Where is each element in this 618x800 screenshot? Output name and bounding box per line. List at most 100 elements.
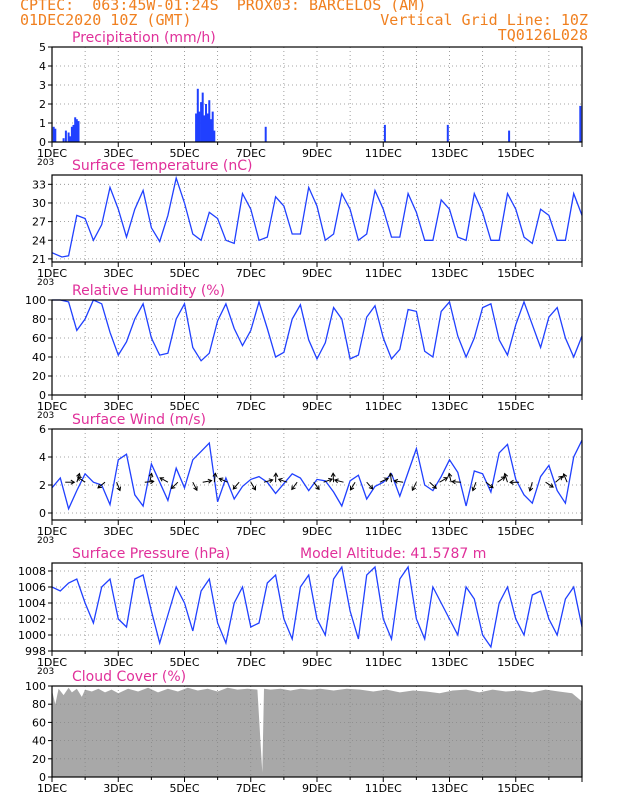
wind-arrowhead — [443, 477, 449, 482]
wind-vector — [472, 482, 477, 491]
wind-arrowhead — [268, 478, 274, 484]
wind-vector — [159, 477, 169, 483]
wind-arrowhead — [528, 486, 534, 492]
wind-arrowhead — [471, 486, 477, 492]
temp-title: Surface Temperature (nC) — [72, 158, 253, 174]
wind-xtick-label: 1DEC — [37, 525, 67, 538]
precip-bar — [195, 113, 198, 142]
wind-arrowhead — [76, 472, 81, 478]
wind-arrowhead — [277, 477, 283, 483]
temp-xtick-label: 11DEC — [365, 267, 402, 280]
wind-vector — [97, 481, 106, 489]
precip-bar — [52, 126, 55, 142]
pres-xtick-label: 7DEC — [236, 656, 266, 669]
precip-bar — [198, 111, 201, 142]
wind-ytick-label: 6 — [39, 423, 46, 436]
wind-arrowhead — [97, 483, 103, 489]
header-model-id: TQ0126L028 — [497, 26, 588, 44]
rh-xtick-label: 7DEC — [236, 400, 266, 413]
pres-xtick-label: 11DEC — [365, 656, 402, 669]
precip-bar — [208, 100, 211, 142]
pres-xtick-label: 1DEC — [37, 656, 67, 669]
precip-ytick-label: 0 — [39, 136, 46, 149]
wind-arrowhead — [333, 478, 339, 484]
wind-arrowhead — [503, 472, 509, 478]
rh-xtick-label: 9DEC — [302, 400, 332, 413]
rh-ytick-label: 40 — [32, 351, 46, 364]
wind-arrowhead — [328, 477, 334, 483]
wind-arrowhead — [509, 479, 514, 485]
wind-arrowhead — [218, 477, 224, 483]
wind-vector — [213, 473, 216, 483]
wind-xtick-label: 3DEC — [103, 525, 133, 538]
precip-bar — [264, 126, 267, 142]
precip-xtick-stub: 203 — [37, 158, 54, 168]
precip-bar — [446, 124, 449, 142]
rh-series-line — [52, 299, 583, 362]
cloud-xtick-label: 11DEC — [365, 782, 402, 795]
pres-title: Surface Pressure (hPa) — [72, 546, 230, 562]
wind-arrowhead — [562, 472, 568, 478]
precip-bar — [69, 136, 72, 142]
precip-ytick-label: 4 — [39, 60, 46, 73]
pres-ytick-label: 1000 — [18, 629, 46, 642]
wind-vector — [452, 481, 462, 483]
cloud-ytick-label: 80 — [32, 698, 46, 711]
wind-arrowhead — [388, 472, 394, 478]
wind-arrowhead — [170, 484, 176, 490]
precip-ytick-label: 1 — [39, 117, 46, 130]
temp-xtick-label: 3DEC — [103, 267, 133, 280]
cloud-ytick-label: 40 — [32, 735, 46, 748]
pres-xtick-label: 5DEC — [169, 656, 199, 669]
cloud-xtick-label: 1DEC — [37, 782, 67, 795]
wind-arrowhead — [193, 486, 198, 492]
temp-ytick-label: 21 — [32, 253, 46, 266]
precip-bar — [508, 130, 511, 142]
temp-xtick-label: 7DEC — [236, 267, 266, 280]
wind-arrowhead — [447, 472, 453, 478]
wind-arrowhead — [411, 486, 417, 492]
wind-vector — [144, 480, 154, 483]
cloud-ytick-label: 60 — [32, 716, 46, 729]
wind-arrowhead — [451, 479, 456, 485]
rh-xtick-stub: 203 — [37, 411, 54, 421]
wind-arrowhead — [384, 477, 389, 482]
wind-vector — [171, 481, 179, 489]
precip-xtick-label: 9DEC — [302, 147, 332, 160]
precip-ytick-label: 3 — [39, 79, 46, 92]
temp-xtick-label: 9DEC — [302, 267, 332, 280]
precip-bar — [75, 119, 78, 142]
wind-vector — [149, 473, 153, 483]
temp-xtick-stub: 203 — [37, 278, 54, 288]
precip-bar — [205, 104, 207, 142]
wind-vector — [334, 479, 344, 483]
wind-xtick-label: 13DEC — [431, 525, 468, 538]
wind-vector — [529, 482, 533, 492]
rh-ytick-label: 100 — [25, 294, 46, 307]
temp-xtick-label: 15DEC — [497, 267, 534, 280]
precip-bar — [64, 130, 67, 142]
wind-ytick-label: 4 — [39, 451, 46, 464]
wind-arrowhead — [116, 486, 122, 492]
precip-bar — [77, 121, 80, 142]
temp-panel: Surface Temperature (nC) 21 24 27 30 33 1DEC 3D… — [32, 158, 583, 288]
wind-vector — [439, 477, 448, 483]
pres-annotation: Model Altitude: 41.5787 m — [300, 546, 486, 562]
wind-arrowhead — [432, 484, 437, 489]
wind-title: Surface Wind (m/s) — [72, 412, 206, 428]
rh-ytick-label: 0 — [39, 389, 46, 402]
wind-arrowhead — [549, 483, 554, 488]
wind-xtick-label: 7DEC — [236, 525, 266, 538]
rh-xtick-label: 3DEC — [103, 400, 133, 413]
precip-title: Precipitation (mm/h) — [72, 30, 216, 46]
wind-ytick-label: 0 — [39, 507, 46, 520]
precip-bar — [62, 138, 65, 142]
precip-bar — [200, 102, 203, 142]
wind-ytick-label: 2 — [39, 479, 46, 492]
header-title: CPTEC: 063:45W-01:24S PROX03: BARCELOS (… — [20, 0, 427, 14]
header-date: 01DEC2020 10Z (GMT) — [20, 11, 192, 29]
precip-ytick-label: 2 — [39, 98, 46, 111]
cloud-cover-area — [52, 687, 582, 777]
precip-bar — [67, 132, 70, 142]
wind-series-line — [51, 439, 583, 511]
